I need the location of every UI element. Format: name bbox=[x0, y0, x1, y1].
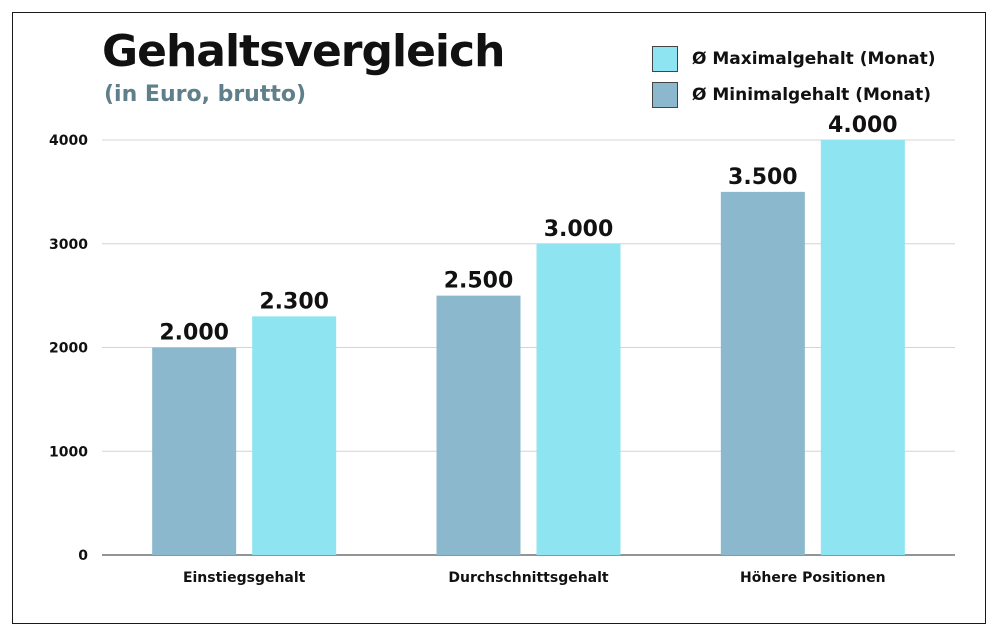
bar-max-2 bbox=[820, 140, 905, 555]
data-label-max-0: 2.300 bbox=[259, 289, 329, 314]
legend-swatch-min bbox=[652, 82, 678, 108]
bar-min-0 bbox=[152, 347, 237, 555]
y-tick-label-0: 0 bbox=[78, 548, 88, 564]
y-tick-label-4000: 4000 bbox=[49, 133, 88, 149]
chart-subtitle: (in Euro, brutto) bbox=[104, 82, 307, 107]
y-tick-label-2000: 2000 bbox=[49, 341, 88, 357]
bar-min-1 bbox=[436, 295, 521, 555]
x-tick-label-2: Höhere Positionen bbox=[740, 570, 886, 586]
legend-label-min: Ø Minimalgehalt (Monat) bbox=[692, 85, 932, 105]
bar-max-0 bbox=[252, 316, 337, 555]
data-label-max-2: 4.000 bbox=[828, 113, 898, 138]
data-label-min-2: 3.500 bbox=[728, 165, 798, 190]
legend-swatch-max bbox=[652, 46, 678, 72]
legend-label-max: Ø Maximalgehalt (Monat) bbox=[692, 49, 936, 69]
legend: Ø Maximalgehalt (Monat) Ø Minimalgehalt … bbox=[652, 46, 936, 118]
y-tick-label-1000: 1000 bbox=[49, 444, 88, 460]
bar-max-1 bbox=[536, 243, 621, 555]
chart-title: Gehaltsvergleich bbox=[102, 26, 505, 77]
y-tick-label-3000: 3000 bbox=[49, 237, 88, 253]
data-label-max-1: 3.000 bbox=[544, 217, 614, 242]
x-tick-label-0: Einstiegsgehalt bbox=[183, 570, 306, 586]
legend-item-min: Ø Minimalgehalt (Monat) bbox=[652, 82, 936, 108]
legend-item-max: Ø Maximalgehalt (Monat) bbox=[652, 46, 936, 72]
bar-min-2 bbox=[720, 191, 805, 555]
data-label-min-0: 2.000 bbox=[159, 321, 229, 346]
data-label-min-1: 2.500 bbox=[444, 269, 514, 294]
x-tick-label-1: Durchschnittsgehalt bbox=[448, 570, 609, 586]
